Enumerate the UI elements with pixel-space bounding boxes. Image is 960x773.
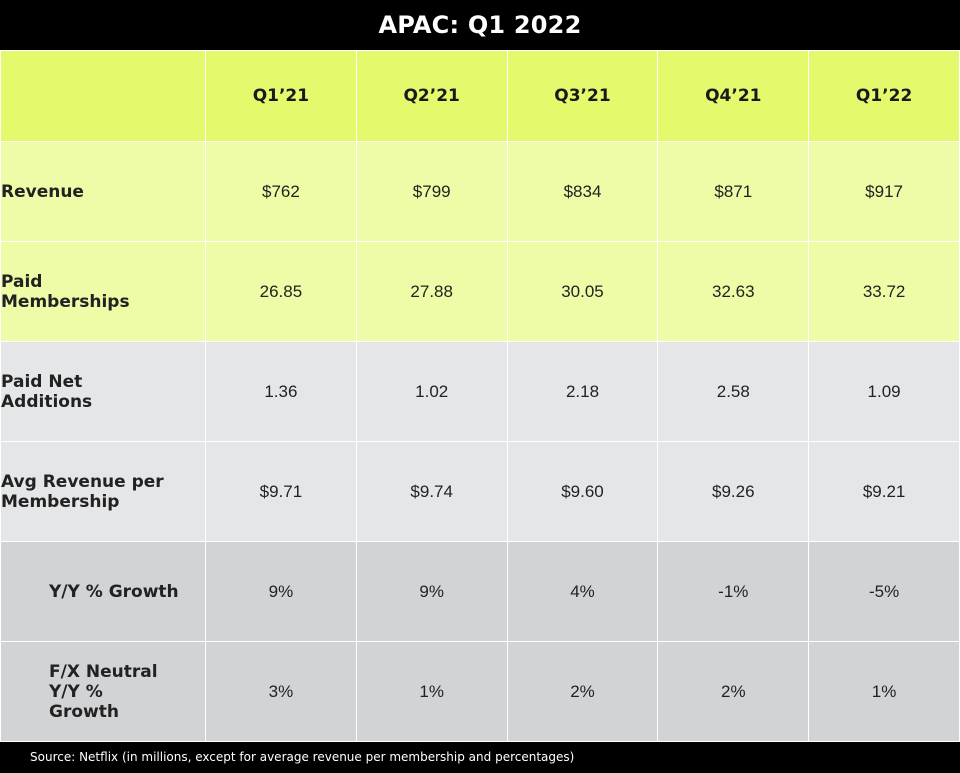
table-cell: 2.58 — [657, 341, 810, 442]
table-cell: -1% — [657, 541, 810, 642]
table-cell: 27.88 — [355, 241, 508, 342]
page-title: APAC: Q1 2022 — [378, 11, 582, 39]
table-cell: -5% — [808, 541, 960, 642]
column-header: Q2’21 — [355, 50, 508, 142]
table-cell: 1% — [355, 641, 508, 742]
row-label: Avg Revenue per Membership — [0, 441, 206, 542]
table-cell: $9.21 — [808, 441, 960, 542]
table-cell: $9.71 — [205, 441, 357, 542]
table-cell: 1.36 — [205, 341, 357, 442]
table-cell: $917 — [808, 141, 960, 242]
header-row: Q1’21 Q2’21 Q3’21 Q4’21 Q1’22 — [0, 50, 960, 142]
table-row-paid-net-additions: Paid Net Additions 1.36 1.02 2.18 2.58 1… — [0, 341, 960, 442]
row-label: Paid Net Additions — [0, 341, 206, 442]
table-row-paid-memberships: Paid Memberships 26.85 27.88 30.05 32.63… — [0, 241, 960, 342]
column-header: Q4’21 — [657, 50, 810, 142]
table-cell: $9.60 — [506, 441, 659, 542]
table-row-avg-revenue: Avg Revenue per Membership $9.71 $9.74 $… — [0, 441, 960, 542]
table-cell: 1.09 — [808, 341, 960, 442]
table-cell: 32.63 — [657, 241, 810, 342]
table-row-yy-growth: Y/Y % Growth 9% 9% 4% -1% -5% — [0, 541, 960, 642]
table-cell: 26.85 — [205, 241, 357, 342]
row-label: Revenue — [0, 141, 206, 242]
table-cell: 33.72 — [808, 241, 960, 342]
source-note: Source: Netflix (in millions, except for… — [30, 749, 575, 764]
table-cell: 9% — [355, 541, 508, 642]
column-header: Q1’21 — [205, 50, 357, 142]
table-cell: $834 — [506, 141, 659, 242]
table-cell: $762 — [205, 141, 357, 242]
row-label: F/X Neutral Y/Y % Growth — [0, 641, 206, 742]
table-cell: 30.05 — [506, 241, 659, 342]
table-cell: 2.18 — [506, 341, 659, 442]
table-cell: $799 — [355, 141, 508, 242]
table-cell: 1% — [808, 641, 960, 742]
table-cell: 9% — [205, 541, 357, 642]
column-header: Q1’22 — [808, 50, 960, 142]
table-row-revenue: Revenue $762 $799 $834 $871 $917 — [0, 141, 960, 242]
table-cell: 1.02 — [355, 341, 508, 442]
data-table: Q1’21 Q2’21 Q3’21 Q4’21 Q1’22 Revenue $7… — [0, 50, 960, 742]
table-cell: $9.74 — [355, 441, 508, 542]
table-row-fx-neutral-growth: F/X Neutral Y/Y % Growth 3% 1% 2% 2% 1% — [0, 641, 960, 742]
table-cell: $871 — [657, 141, 810, 242]
corner-cell — [0, 50, 206, 142]
row-label: Paid Memberships — [0, 241, 206, 342]
column-header: Q3’21 — [506, 50, 659, 142]
table-cell: 3% — [205, 641, 357, 742]
table-cell: $9.26 — [657, 441, 810, 542]
row-label: Y/Y % Growth — [0, 541, 206, 642]
table-cell: 4% — [506, 541, 659, 642]
table-cell: 2% — [506, 641, 659, 742]
table-cell: 2% — [657, 641, 810, 742]
